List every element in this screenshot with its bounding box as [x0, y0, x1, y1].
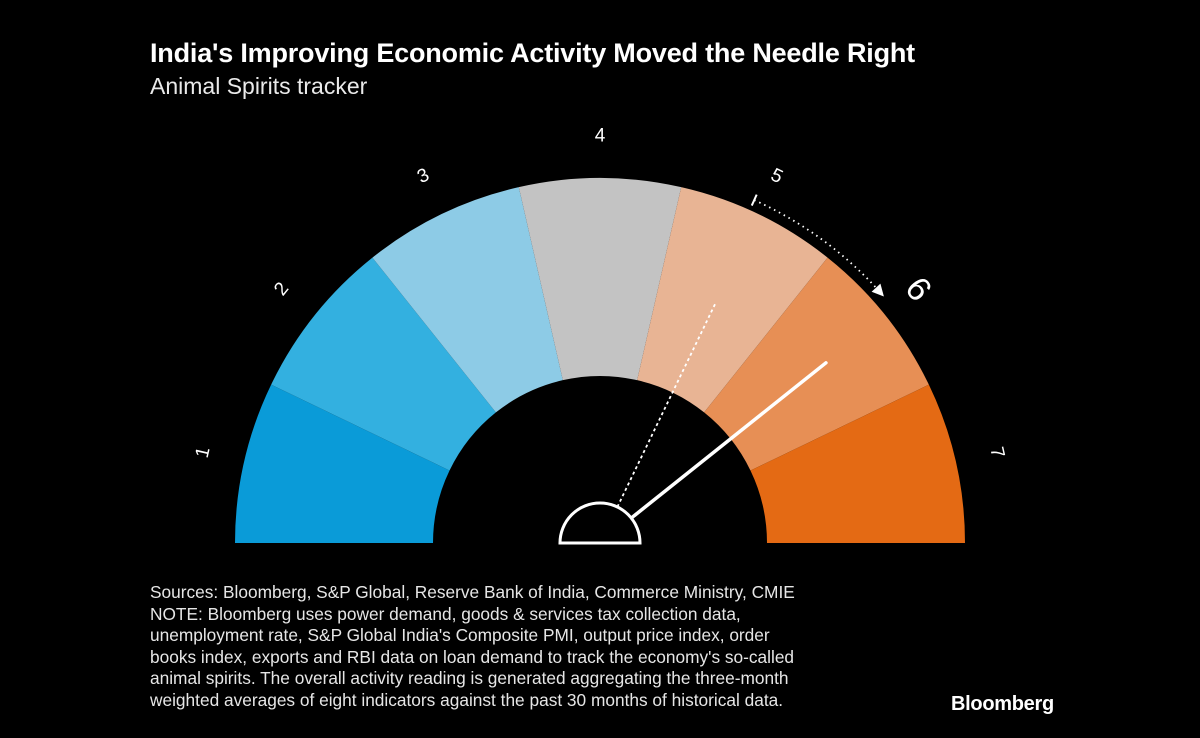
note-line: NOTE: Bloomberg uses power demand, goods… — [150, 603, 741, 624]
current-reading-needle — [629, 361, 828, 520]
previous-reading-needle — [616, 301, 718, 508]
gauge-segment-5 — [637, 187, 828, 413]
gauge-label-7: 7 — [985, 445, 1008, 460]
gauge-segment-7 — [750, 384, 966, 543]
source-line: Sources: Bloomberg, S&P Global, Reserve … — [150, 582, 795, 602]
gauge-label-6: 6 — [897, 270, 939, 308]
gauge-segment-3 — [372, 187, 563, 413]
chart-subtitle: Animal Spirits tracker — [150, 73, 368, 99]
needle-hub — [558, 501, 642, 545]
chart-title: India's Improving Economic Activity Move… — [150, 38, 915, 68]
note-line: weighted averages of eight indicators ag… — [150, 689, 784, 710]
arrow-head-icon — [871, 283, 884, 297]
gauge-segment-2 — [271, 257, 496, 471]
gauge-label-3: 3 — [414, 165, 433, 189]
gauge-segment-1 — [235, 384, 450, 543]
previous-reading-tick — [750, 194, 758, 206]
bloomberg-logo: Bloomberg — [951, 693, 1054, 715]
note-line: animal spirits. The overall activity rea… — [150, 668, 789, 688]
gauge-segments — [235, 178, 966, 543]
gauge-label-4: 4 — [595, 126, 606, 147]
gauge-label-2: 2 — [270, 279, 293, 300]
note-line: unemployment rate, S&P Global India's Co… — [150, 625, 770, 645]
source-notes: Sources: Bloomberg, S&P Global, Reserve … — [150, 582, 920, 711]
gauge-label-1: 1 — [192, 445, 215, 460]
gauge-segment-4 — [518, 178, 682, 381]
gauge-label-5: 5 — [767, 165, 786, 189]
note-line: books index, exports and RBI data on loa… — [150, 646, 795, 667]
